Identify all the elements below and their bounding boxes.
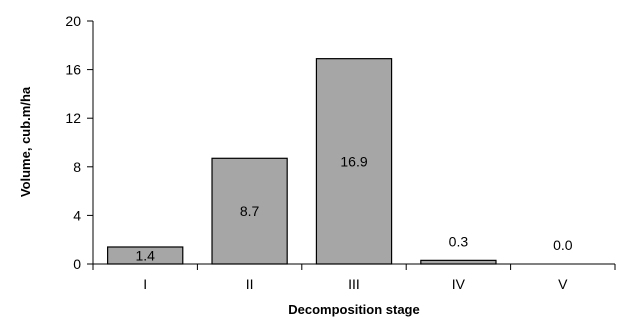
bar	[107, 246, 184, 265]
data-label: 1.4	[135, 247, 155, 263]
bars	[107, 58, 497, 265]
y-tick-label: 12	[65, 110, 81, 126]
y-tick-label: 4	[73, 207, 81, 223]
data-label: 0.3	[449, 233, 469, 249]
y-tick-label: 0	[73, 256, 81, 272]
x-tick-label: I	[143, 276, 147, 292]
bar	[420, 259, 497, 265]
x-axis-title: Decomposition stage	[288, 302, 419, 317]
x-tick-label: IV	[452, 276, 466, 292]
y-tick-label: 20	[65, 13, 81, 29]
y-axis-title: Volume, cub.m/ha	[18, 86, 33, 197]
y-tick-label: 8	[73, 159, 81, 175]
y-tick-label: 16	[65, 62, 81, 78]
x-axis: I II III IV V Decomposition stage	[92, 263, 616, 317]
x-tick-label: V	[558, 276, 568, 292]
data-label: 0.0	[553, 237, 573, 253]
x-tick-label: III	[348, 276, 360, 292]
bar	[211, 157, 288, 265]
data-labels: 1.4 8.7 16.9 0.3 0.0	[135, 153, 572, 263]
x-tick-label: II	[246, 276, 254, 292]
y-axis: 0 4 8 12 16 20 Volume, cub.m/ha	[18, 13, 94, 272]
data-label: 16.9	[340, 153, 367, 169]
bar	[315, 58, 393, 265]
data-label: 8.7	[240, 203, 260, 219]
